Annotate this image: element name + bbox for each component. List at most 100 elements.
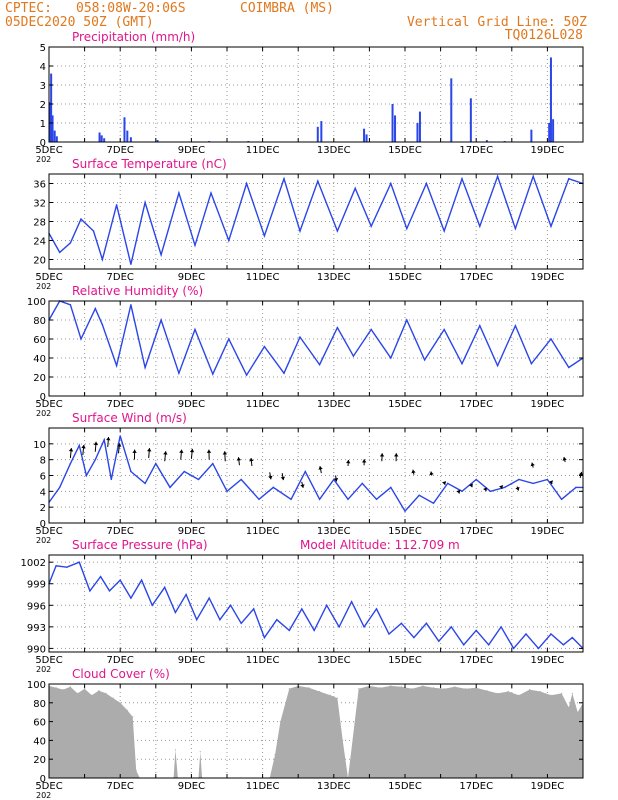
wind-arrow bbox=[442, 481, 447, 485]
series-point bbox=[178, 372, 180, 374]
series-point bbox=[550, 633, 552, 635]
precip-bar bbox=[552, 119, 555, 142]
series-line bbox=[48, 174, 584, 265]
wind-arrow bbox=[206, 449, 212, 460]
cloud-cover-point bbox=[568, 706, 570, 709]
series-point bbox=[130, 597, 132, 599]
wind-arrow bbox=[333, 475, 339, 482]
series-point bbox=[219, 618, 221, 621]
cloud-cover-point bbox=[550, 694, 552, 696]
wind-arrow bbox=[280, 473, 286, 481]
panel-1: 0 1 2 3 4 5 5DEC 7DEC 9DEC 11DEC 13DEC 15DEC 17DEC 19… bbox=[35, 30, 584, 164]
y-tick-label: 100 bbox=[27, 297, 46, 308]
precip-bar bbox=[394, 115, 397, 142]
y-tick-label: 6 bbox=[40, 472, 46, 483]
wind-arrow bbox=[515, 486, 520, 491]
cloud-cover-point bbox=[539, 690, 541, 693]
x-tick-label: 15DEC bbox=[388, 655, 422, 666]
series-point bbox=[550, 338, 552, 340]
series-point bbox=[388, 633, 390, 635]
wind-arrow-head bbox=[515, 486, 520, 491]
series-point bbox=[160, 254, 162, 256]
y-tick-label: 4 bbox=[40, 62, 46, 73]
series-point bbox=[110, 478, 113, 481]
wind-arrow-head bbox=[562, 457, 567, 461]
x-tick-label: 17DEC bbox=[459, 655, 493, 666]
precip-bar bbox=[549, 57, 552, 143]
plot-area bbox=[49, 47, 583, 142]
series-point bbox=[313, 629, 315, 632]
precip-bar bbox=[320, 121, 323, 142]
cloud-cover-point bbox=[199, 751, 201, 753]
series-point bbox=[461, 490, 463, 493]
x-tick-label: 11DEC bbox=[246, 399, 280, 410]
y-tick-label: 24 bbox=[33, 237, 46, 248]
series-point bbox=[575, 486, 577, 489]
series-point bbox=[354, 187, 356, 189]
wind-arrow bbox=[179, 449, 184, 460]
cloud-cover-point bbox=[496, 692, 499, 695]
x-tick-label: 17DEC bbox=[459, 781, 493, 792]
series-point bbox=[479, 325, 481, 327]
series-point bbox=[333, 478, 335, 481]
wind-arrow-head bbox=[268, 475, 273, 480]
precip-bar bbox=[50, 73, 53, 142]
series-point bbox=[413, 636, 415, 639]
y-tick-label: 1002 bbox=[21, 558, 46, 569]
wind-arrow bbox=[268, 472, 273, 480]
series-point bbox=[532, 482, 534, 485]
wind-arrow bbox=[249, 457, 254, 467]
precip-bar bbox=[126, 130, 129, 142]
precip-bar bbox=[48, 102, 51, 142]
cloud-cover-point bbox=[390, 685, 392, 687]
series-point bbox=[78, 444, 80, 447]
precip-bar bbox=[469, 98, 472, 142]
x-tick-label: 11DEC bbox=[246, 655, 280, 666]
wind-arrow-head bbox=[147, 448, 152, 452]
series-point bbox=[512, 647, 515, 650]
wind-arrow-head bbox=[361, 459, 367, 463]
series-point bbox=[532, 175, 534, 178]
x-tick-label: 5DEC bbox=[35, 145, 62, 156]
plot-frame bbox=[48, 46, 584, 143]
precip-bar bbox=[530, 129, 533, 142]
series-point bbox=[69, 462, 72, 465]
series-group bbox=[48, 174, 584, 265]
series-point bbox=[487, 644, 490, 646]
series-point bbox=[390, 357, 392, 359]
series-point bbox=[361, 482, 363, 485]
wind-arrow-head bbox=[346, 460, 351, 464]
precip-bar bbox=[123, 117, 126, 142]
x-tick-label: 19DEC bbox=[531, 781, 565, 792]
y-tick-label: 5 bbox=[40, 43, 46, 54]
series-point bbox=[350, 601, 353, 603]
cloud-cover-point bbox=[411, 688, 413, 690]
wind-arrow bbox=[106, 436, 111, 448]
series-point bbox=[101, 258, 104, 261]
cloud-cover-point bbox=[98, 689, 100, 692]
x-tick-label: 7DEC bbox=[107, 399, 134, 410]
x-tick-label: 9DEC bbox=[178, 655, 205, 666]
series-point bbox=[463, 644, 465, 646]
plot-frame bbox=[48, 683, 584, 779]
series-point bbox=[115, 364, 118, 367]
series-point bbox=[450, 626, 452, 628]
y-tick-label: 60 bbox=[33, 335, 46, 346]
series-point bbox=[69, 242, 72, 244]
x-tick-label: 17DEC bbox=[459, 272, 493, 283]
x-tick-label: 9DEC bbox=[178, 272, 205, 283]
x-year-label: 202 bbox=[36, 155, 51, 164]
wind-arrow-head bbox=[318, 466, 323, 470]
wind-arrow bbox=[361, 459, 367, 466]
y-tick-label: 2 bbox=[40, 100, 46, 111]
series-point bbox=[568, 366, 570, 369]
x-tick-label: 17DEC bbox=[459, 526, 493, 537]
cloud-cover-point bbox=[76, 692, 79, 695]
x-tick-label: 7DEC bbox=[107, 526, 134, 537]
series-point bbox=[78, 561, 80, 563]
chart-panels: 0 1 2 3 4 5 5DEC 7DEC 9DEC 11DEC 13DEC 15DEC 17DEC 19… bbox=[21, 30, 584, 800]
series-point bbox=[375, 608, 378, 610]
x-year-label: 202 bbox=[36, 409, 51, 418]
x-tick-label: 15DEC bbox=[388, 145, 422, 156]
precip-bar bbox=[129, 137, 132, 142]
